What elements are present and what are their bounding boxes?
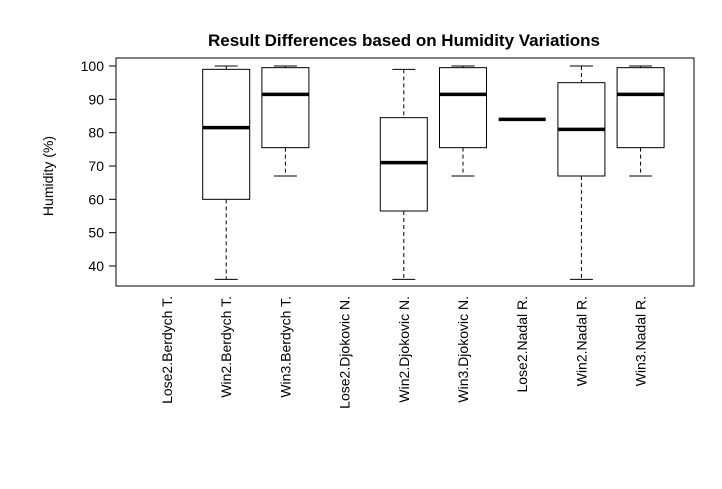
y-tick-label: 50 [88, 225, 104, 241]
iqr-box [616, 67, 665, 149]
y-axis: 40 50 60 70 80 90 100 [81, 58, 117, 274]
iqr-box [439, 67, 487, 149]
box-series [202, 65, 665, 280]
box-8 [557, 65, 606, 280]
y-tick-label: 60 [88, 191, 104, 207]
y-tick-label: 70 [88, 158, 104, 174]
x-category-label: Win3.Berdych T. [277, 296, 293, 398]
y-tick-label: 90 [88, 91, 104, 107]
x-category-label: Win2.Nadal R. [573, 296, 589, 386]
box-6 [439, 65, 487, 177]
iqr-box [261, 67, 310, 149]
box-3 [261, 65, 310, 177]
iqr-box [202, 68, 251, 200]
x-category-label: Lose2.Nadal R. [514, 296, 530, 393]
x-category-label: Win3.Djokovic N. [455, 296, 471, 403]
box-5 [379, 68, 428, 280]
x-category-label: Win2.Djokovic N. [396, 296, 412, 403]
x-category-label: Win3.Nadal R. [633, 296, 649, 386]
box-2 [202, 65, 251, 280]
x-category-label: Win2.Berdych T. [218, 296, 234, 398]
x-category-label: Lose2.Djokovic N. [337, 296, 353, 409]
x-axis-labels: Lose2.Berdych T. Win2.Berdych T. Win3.Berd… [159, 296, 649, 409]
y-tick-label: 80 [88, 125, 104, 141]
chart-title: Result Differences based on Humidity Var… [208, 31, 600, 50]
x-category-label: Lose2.Berdych T. [159, 296, 175, 404]
y-axis-label: Humidity (%) [40, 136, 56, 216]
y-tick-label: 100 [81, 58, 105, 74]
box-9 [616, 65, 665, 177]
y-tick-label: 40 [88, 258, 104, 274]
